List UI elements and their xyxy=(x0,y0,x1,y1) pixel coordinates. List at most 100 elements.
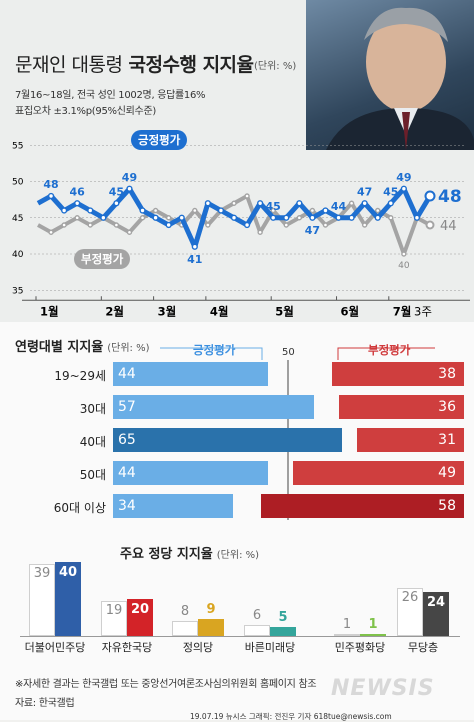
age-positive-header: 긍정평가 xyxy=(193,343,236,357)
y-tick-label: 50 xyxy=(12,178,24,188)
age-positive-value: 65 xyxy=(118,432,136,448)
age-category-label: 50대 xyxy=(79,468,106,482)
age-category-label: 60대 이상 xyxy=(53,501,106,515)
party-prev-value: 19 xyxy=(105,602,123,618)
title-emphasis: 국정수행 지지율 xyxy=(128,54,254,76)
party-prev-value: 8 xyxy=(180,604,190,620)
negative-point xyxy=(375,207,381,214)
survey-note: 7월16~18일, 전국 성인 1002명, 응답률16% xyxy=(15,90,206,101)
age-positive-value: 44 xyxy=(118,465,136,481)
negative-point xyxy=(165,215,172,221)
party-prev-bar xyxy=(244,624,270,636)
newsis-watermark: NEWSIS xyxy=(331,676,435,701)
age-positive-bar: 44 xyxy=(113,461,269,485)
positive-point xyxy=(413,214,421,221)
age-category-label: 30대 xyxy=(79,402,106,416)
positive-point xyxy=(217,207,225,214)
negative-point xyxy=(401,251,407,257)
positive-value-label: 45 xyxy=(266,200,281,213)
party-current-bar xyxy=(127,599,153,636)
age-section-title: 연령대별 지지율 (단위: %) xyxy=(15,336,150,355)
positive-value-label: 45 xyxy=(383,185,398,198)
positive-point xyxy=(348,214,355,221)
legend-positive: 긍정평가 xyxy=(131,130,188,150)
page-title: 문재인 대통령 국정수행 지지율 xyxy=(15,50,254,77)
positive-value-label: 49 xyxy=(122,171,137,184)
credit-line: 19.07.19 뉴시스 그래픽: 전진우 기자 618tue@newsis.c… xyxy=(190,712,392,721)
positive-point xyxy=(374,214,381,221)
party-baseline xyxy=(20,636,460,637)
president-photo xyxy=(306,0,474,150)
negative-point xyxy=(87,222,93,228)
age-negative-value: 36 xyxy=(438,399,456,415)
party-prev-bar xyxy=(29,563,55,636)
negative-point xyxy=(152,207,159,214)
negative-point xyxy=(309,207,316,214)
party-section-unit: (단위: %) xyxy=(216,550,260,561)
age-negative-bar: 49 xyxy=(293,461,464,485)
positive-latest-value: 48 xyxy=(438,187,462,207)
age-category-label: 40대 xyxy=(79,435,106,449)
party-current-bar xyxy=(270,626,296,636)
negative-point xyxy=(192,207,198,214)
age-positive-value: 34 xyxy=(118,498,136,514)
party-prev-value: 1 xyxy=(342,617,352,632)
negative-point xyxy=(388,215,394,221)
party-current-value: 40 xyxy=(58,565,78,580)
negative-point xyxy=(231,200,237,206)
positive-point xyxy=(230,214,238,221)
positive-point xyxy=(335,214,342,221)
positive-point xyxy=(322,207,329,214)
positive-value-label: 48 xyxy=(43,178,58,191)
positive-value-label: 41 xyxy=(187,253,202,266)
negative-point xyxy=(322,222,329,228)
x-tick-label: 3월 xyxy=(158,304,177,318)
positive-value-label: 47 xyxy=(357,185,372,198)
positive-point xyxy=(309,214,316,221)
age-negative-bar: 38 xyxy=(331,362,464,386)
party-current-bar xyxy=(360,634,386,636)
x-tick-label: 6월 xyxy=(341,304,360,318)
footnote: ※자세한 결과는 한국갤럽 또는 중앙선거여론조사심의위원회 홈페이지 참조 xyxy=(15,679,317,690)
y-tick-label: 40 xyxy=(12,250,24,260)
positive-point xyxy=(257,200,264,207)
age-positive-value: 44 xyxy=(118,366,136,382)
party-name-label: 무당층 xyxy=(407,641,439,654)
negative-point xyxy=(348,200,355,206)
positive-point xyxy=(387,200,394,207)
positive-point xyxy=(204,200,211,207)
positive-point xyxy=(47,192,55,200)
negative-point xyxy=(61,222,67,228)
party-current-value: 9 xyxy=(206,602,216,618)
party-prev-value: 39 xyxy=(33,565,51,581)
positive-value-label: 45 xyxy=(109,185,124,198)
party-name-label: 더불어민주당 xyxy=(24,641,86,654)
age-negative-value: 38 xyxy=(438,366,456,382)
party-name-label: 바른미래당 xyxy=(244,641,296,654)
party-current-value: 20 xyxy=(130,602,150,617)
age-negative-value: 49 xyxy=(438,465,456,481)
negative-point xyxy=(257,229,263,235)
party-prev-bar xyxy=(101,600,127,636)
positive-point xyxy=(100,214,107,221)
party-prev-value: 6 xyxy=(252,607,262,623)
negative-value-label: 40 xyxy=(398,261,410,271)
party-current-bar xyxy=(423,591,449,636)
y-tick-label: 45 xyxy=(12,214,23,224)
negative-point xyxy=(126,229,133,235)
negative-point xyxy=(48,229,54,235)
positive-point xyxy=(113,200,120,207)
positive-point xyxy=(243,221,251,229)
title-unit: (단위: %) xyxy=(254,61,297,72)
party-current-bar xyxy=(198,619,224,636)
positive-point xyxy=(61,207,68,214)
positive-point xyxy=(87,207,94,214)
positive-value-label: 49 xyxy=(396,171,411,184)
party-name-label: 정의당 xyxy=(182,641,214,654)
x-tick-label: 4월 xyxy=(210,304,229,318)
age-negative-value: 58 xyxy=(438,498,456,514)
age-section-title-text: 연령대별 지지율 xyxy=(15,340,104,355)
x-tick-label: 1월 xyxy=(40,304,59,318)
positive-value-label: 46 xyxy=(70,185,86,198)
